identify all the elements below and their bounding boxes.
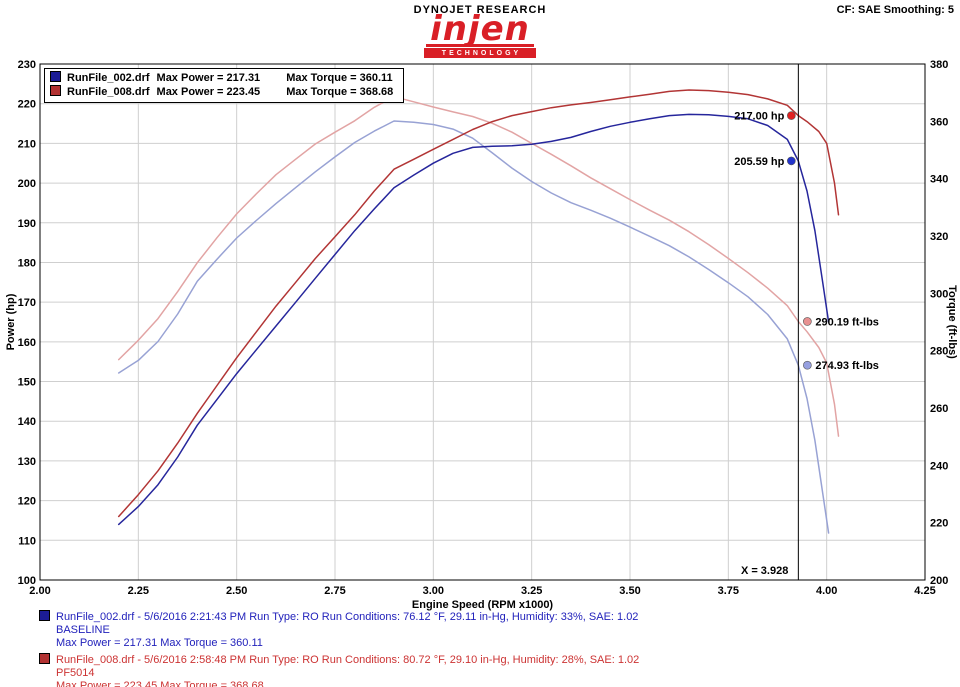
marker-dot [787,111,796,120]
legend-file-baseline: RunFile_002.drf [67,72,150,84]
curve-torque-baseline [117,120,830,534]
power-axis-tick-label: 230 [18,59,36,71]
torque-axis-tick-label: 360 [930,116,948,128]
plot-border [39,63,926,581]
run-max-values-baseline: Max Power = 217.31 Max Torque = 360.11 [56,637,263,649]
run-conditions-pf5014: RunFile_008.drf - 5/6/2016 2:58:48 PM Ru… [56,654,640,666]
x-axis-tick-label: 2.50 [226,585,247,597]
run-conditions-baseline: RunFile_002.drf - 5/6/2016 2:21:43 PM Ru… [56,611,639,623]
legend-swatch-pf5014 [50,85,61,96]
power-axis-tick-label: 220 [18,99,36,111]
power-axis-tick-label: 120 [18,496,36,508]
power-axis-tick-label: 180 [18,257,36,269]
power-axis-tick-label: 210 [18,138,36,150]
torque-axis-tick-label: 240 [930,460,948,472]
injen-logo: injen TECHNOLOGY [424,9,536,58]
torque-axis-title: Torque (ft-lbs) [946,285,958,359]
power-axis-tick-label: 160 [18,337,36,349]
legend-row-baseline: RunFile_002.drf Max Power = 217.31 Max Tor… [50,71,393,85]
legend-max-power-pf5014: Max Power = 223.45 [156,86,261,98]
torque-axis-tick-label: 320 [930,231,948,243]
correction-factor-label: CF: SAE Smoothing: 5 [836,4,954,16]
marker-label: 290.19 ft-lbs [815,316,879,328]
x-axis-tick-label: 2.25 [128,585,149,597]
legend-max-torque-pf5014: Max Torque = 368.68 [286,86,394,98]
x-axis-tick-label: 4.25 [914,585,935,597]
power-axis-tick-label: 140 [18,416,36,428]
curve-torque-pf5014 [117,95,840,437]
torque-axis-tick-label: 200 [930,575,948,587]
x-axis-tick-label: 3.75 [718,585,739,597]
marker-label: 274.93 ft-lbs [815,360,879,372]
curve-power-pf5014 [117,89,840,518]
torque-axis-tick-label: 280 [930,346,948,358]
power-axis-tick-label: 150 [18,377,36,389]
marker-dot [803,360,812,370]
legend-row-pf5014: RunFile_008.drf Max Power = 223.45 Max Tor… [50,85,393,99]
marker-dot [803,317,812,326]
run-max-values-pf5014: Max Power = 223.45 Max Torque = 368.68 [56,680,264,687]
run-swatch-baseline [39,610,50,621]
torque-axis-tick-label: 220 [930,518,948,530]
x-axis-tick-label: 3.25 [521,585,542,597]
power-axis-title: Power (hp) [5,293,17,350]
injen-logo-underline [426,44,534,47]
torque-axis-tick-label: 260 [930,403,948,415]
marker-label: 217.00 hp [734,111,784,123]
run-info-line: RunFile_002.drf - 5/6/2016 2:21:43 PM Ru… [39,610,639,624]
curve-power-baseline [117,113,830,526]
run-swatch-pf5014 [39,653,50,664]
legend-max-power-baseline: Max Power = 217.31 [156,72,261,84]
x-axis-title: Engine Speed (RPM x1000) [412,599,554,611]
run-summaries: RunFile_002.drf - 5/6/2016 2:21:43 PM Ru… [39,610,639,687]
power-axis-tick-label: 200 [18,178,36,190]
x-axis-tick-label: 2.75 [324,585,345,597]
power-axis-tick-label: 170 [18,297,36,309]
injen-logo-technology-banner: TECHNOLOGY [424,48,536,58]
marker-dot [787,156,796,166]
chart-legend: RunFile_002.drf Max Power = 217.31 Max Tor… [44,68,405,103]
x-axis-tick-label: 3.50 [619,585,640,597]
torque-axis-tick-label: 300 [930,288,948,300]
legend-max-torque-baseline: Max Torque = 360.11 [286,72,393,84]
legend-file-pf5014: RunFile_008.drf [67,86,150,98]
torque-axis-tick-label: 380 [930,59,948,71]
x-axis-tick-label: 4.00 [816,585,837,597]
run-summary-baseline: RunFile_002.drf - 5/6/2016 2:21:43 PM Ru… [39,610,639,650]
power-axis-tick-label: 130 [18,456,36,468]
run-name-pf5014: PF5014 [56,667,95,679]
cursor-x-label: X = 3.928 [741,565,788,577]
run-name-baseline: BASELINE [56,624,110,636]
run-info-line: RunFile_008.drf - 5/6/2016 2:58:48 PM Ru… [39,653,639,667]
injen-logo-wordmark: injen [430,9,530,49]
power-axis-tick-label: 190 [18,218,36,230]
power-axis-tick-label: 100 [18,575,36,587]
x-axis-tick-label: 2.00 [29,585,50,597]
brand-title: DYNOJET RESEARCH [413,4,547,16]
power-axis-tick-label: 110 [18,535,36,547]
torque-axis-tick-label: 340 [930,174,948,186]
x-axis-tick-label: 3.00 [423,585,444,597]
run-summary-pf5014: RunFile_008.drf - 5/6/2016 2:58:48 PM Ru… [39,653,639,687]
legend-swatch-baseline [50,71,61,82]
marker-label: 205.59 hp [734,156,784,168]
